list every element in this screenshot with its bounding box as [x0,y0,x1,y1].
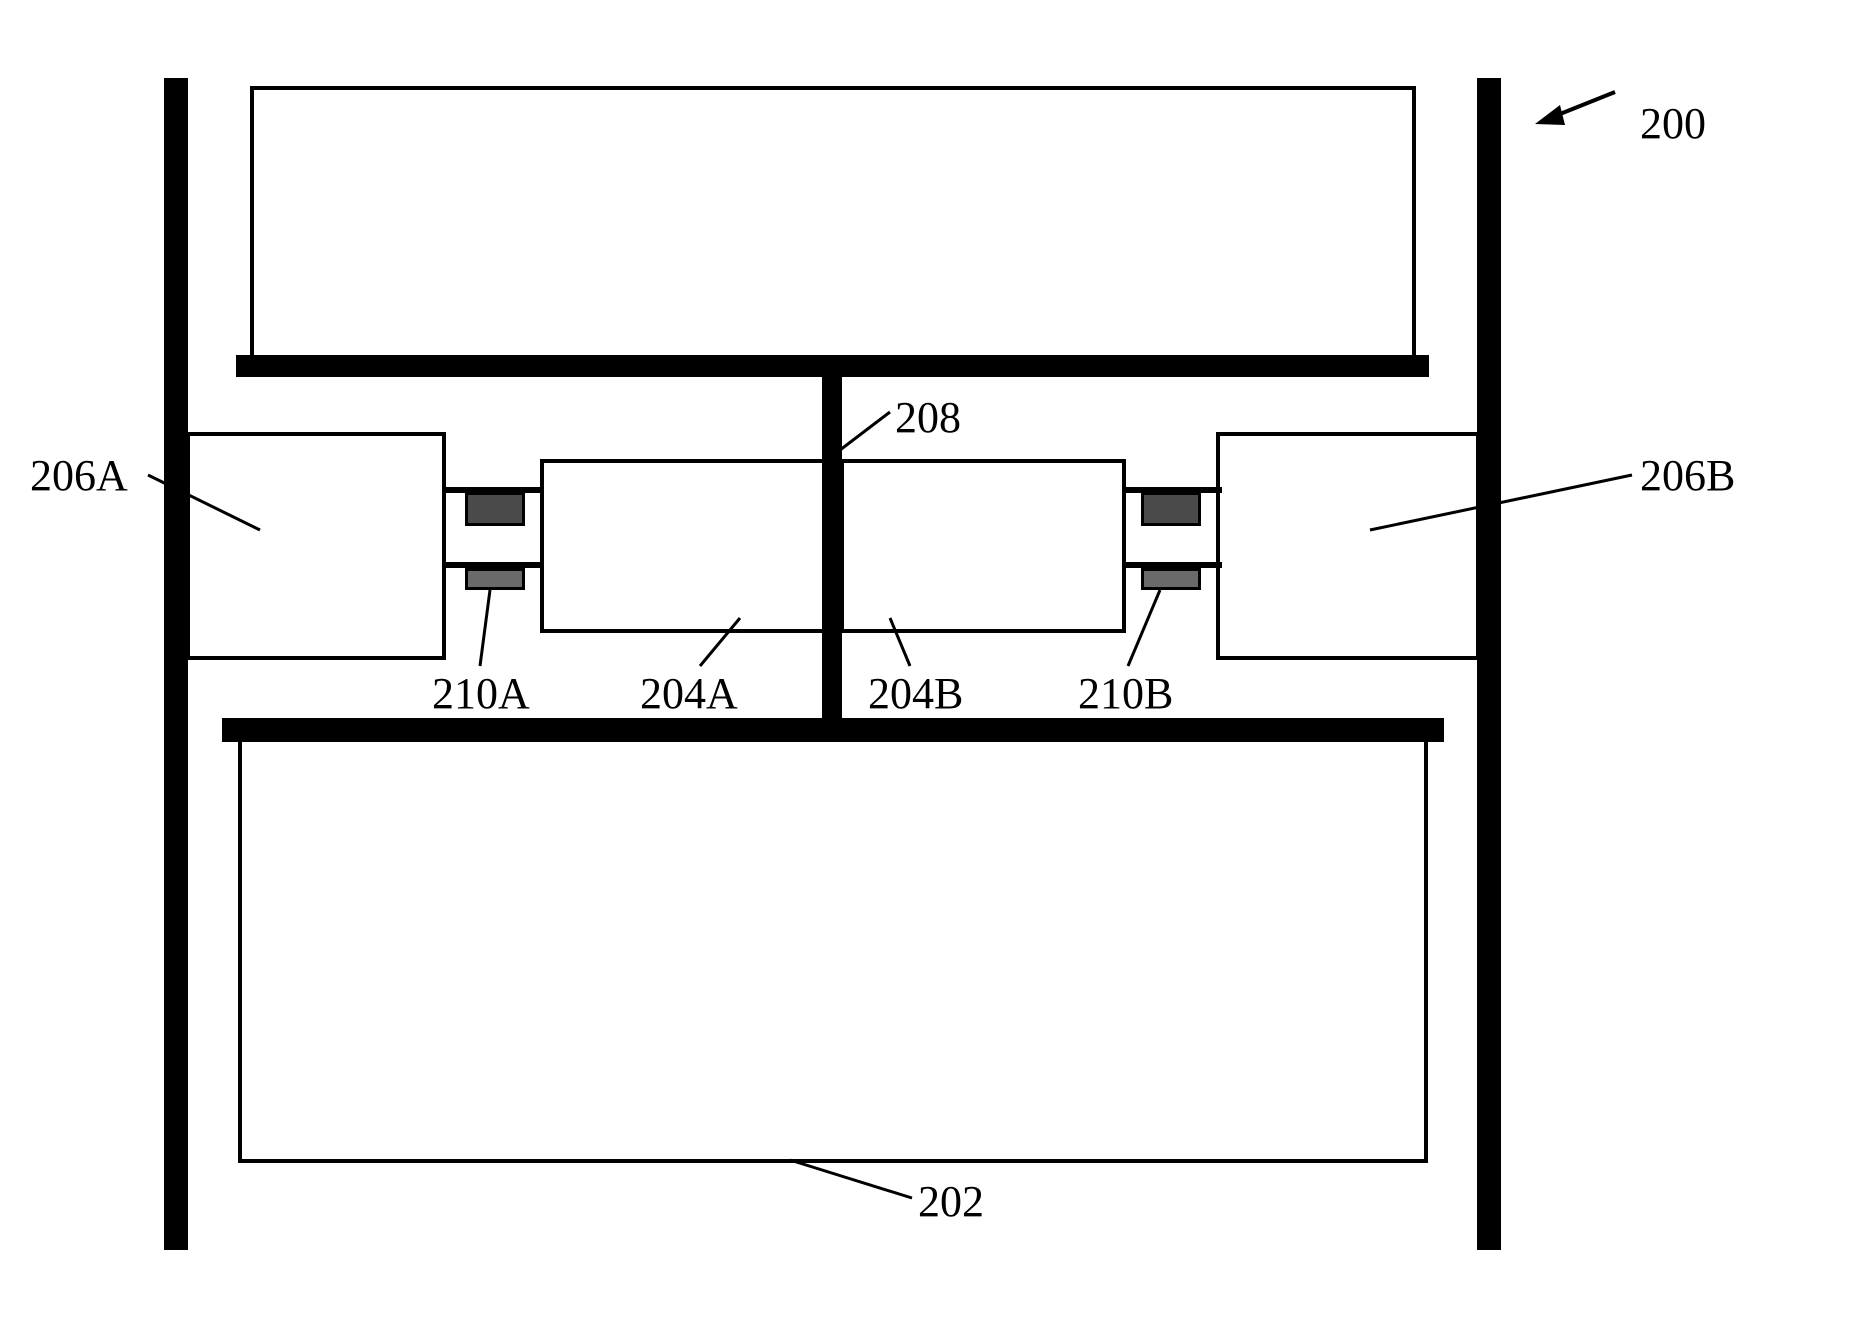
label-206A: 206A [30,450,128,501]
label-202: 202 [918,1176,984,1227]
label-206B: 206B [1640,450,1735,501]
label-210B: 210B [1078,668,1173,719]
diagram-canvas: 200 208 206A 206B 210A 204A 204B 210B 20… [0,0,1875,1318]
label-210A: 210A [432,668,530,719]
label-204B: 204B [868,668,963,719]
label-208: 208 [895,392,961,443]
label-200: 200 [1640,98,1706,149]
leaders-svg [0,0,1875,1318]
label-204A: 204A [640,668,738,719]
